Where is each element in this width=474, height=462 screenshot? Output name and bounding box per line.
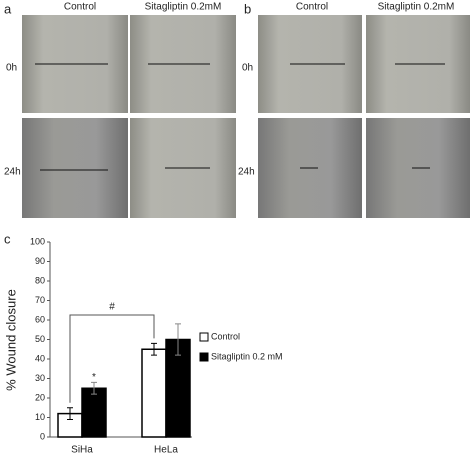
y-tick-label: 100	[30, 236, 45, 246]
column-label: Sitagliptin 0.2mM	[145, 2, 222, 13]
y-tick-label: 80	[35, 275, 45, 285]
legend-swatch	[199, 332, 209, 342]
y-tick-label: 50	[35, 334, 45, 344]
row-label: 0h	[6, 63, 17, 74]
row-label: 24h	[238, 167, 255, 178]
significance-bracket	[69, 314, 155, 403]
annotation: *	[92, 372, 96, 383]
legend-label: Sitagliptin 0.2 mM	[211, 351, 283, 361]
y-tick-label: 20	[35, 392, 45, 402]
y-tick-label: 0	[40, 431, 45, 441]
x-tick-label: SiHa	[71, 445, 93, 456]
column-label: Control	[296, 2, 328, 13]
error-bar	[175, 323, 181, 356]
panel-label: c	[4, 231, 11, 246]
panel-label: b	[244, 1, 251, 16]
micrograph	[22, 118, 128, 218]
y-tick-label: 90	[35, 256, 45, 266]
bar	[141, 348, 167, 438]
column-label: Sitagliptin 0.2mM	[378, 2, 455, 13]
y-tick-label: 30	[35, 373, 45, 383]
x-tick-label: HeLa	[154, 445, 178, 456]
legend-swatch	[199, 352, 209, 362]
y-tick-label: 60	[35, 314, 45, 324]
row-label: 0h	[242, 63, 253, 74]
legend-label: Control	[211, 331, 240, 341]
bar	[81, 387, 107, 438]
column-label: Control	[64, 2, 96, 13]
error-bar	[67, 407, 73, 420]
annotation: #	[109, 302, 115, 313]
y-axis-label: % Wound closure	[3, 289, 18, 391]
y-tick-label: 10	[35, 412, 45, 422]
row-label: 24h	[4, 167, 21, 178]
error-bar	[91, 381, 97, 395]
bar	[165, 338, 191, 438]
panel-label: a	[4, 1, 12, 16]
error-bar	[151, 342, 157, 356]
y-tick-label: 70	[35, 295, 45, 305]
y-tick-label: 40	[35, 353, 45, 363]
